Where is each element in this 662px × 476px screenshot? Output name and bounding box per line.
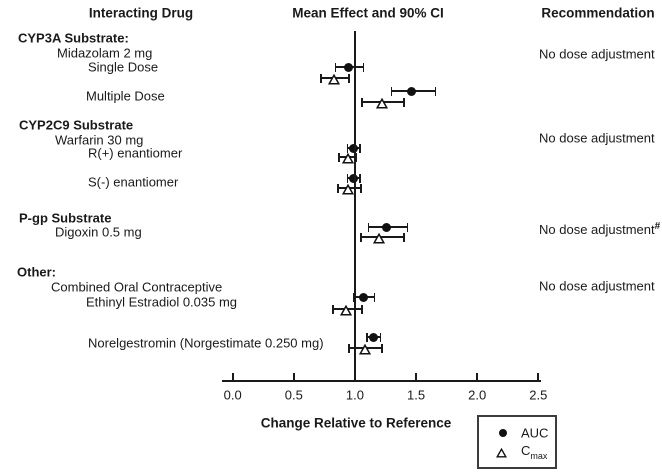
row-label: S(-) enantiomer (88, 174, 179, 190)
legend-item-auc: AUC (479, 424, 555, 442)
row-label: Norelgestromin (Norgestimate 0.250 mg) (88, 335, 324, 351)
cmax-triangle-icon (495, 447, 508, 458)
row-label: Warfarin 30 mg (55, 132, 144, 148)
x-axis-tick (353, 373, 356, 380)
row-label: Ethinyl Estradiol 0.035 mg (86, 294, 238, 310)
recommendation-text: No dose adjustment# (539, 220, 661, 238)
cmax-ci-cap-high (403, 97, 405, 107)
x-axis-tick-label: 2.0 (468, 387, 487, 403)
auc-point-marker (344, 62, 354, 72)
auc-ci-cap-low (346, 173, 349, 183)
column-header-mean-effect: Mean Effect and 90% CI (292, 5, 444, 21)
cmax-triangle-icon (341, 183, 354, 195)
cmax-triangle-icon (495, 445, 510, 459)
x-axis-tick-label: 0.0 (223, 387, 242, 403)
cmax-ci-cap-low (348, 343, 350, 353)
auc-ci-cap-high (406, 222, 409, 232)
row-label: R(+) enantiomer (88, 145, 183, 161)
x-axis-tick (415, 373, 418, 380)
cmax-ci-cap-high (381, 343, 383, 353)
cmax-triangle-icon (341, 152, 354, 164)
cmax-ci-cap-low (338, 152, 340, 162)
cmax-ci-cap-low (319, 73, 322, 83)
auc-ci-cap-high (362, 62, 365, 72)
legend-label: Cmax (521, 443, 548, 461)
x-axis-title: Change Relative to Reference (260, 415, 452, 431)
auc-ci-cap-high (379, 332, 382, 342)
auc-circle-icon (496, 426, 510, 440)
cmax-point-marker (340, 303, 353, 321)
auc-point-marker (406, 86, 416, 96)
auc-ci-cap-low (367, 222, 370, 232)
auc-ci-cap-high (359, 143, 361, 153)
recommendation-text: No dose adjustment (539, 46, 655, 62)
row-label: Combined Oral Contraceptive (51, 279, 223, 295)
cmax-point-marker (341, 151, 354, 169)
reference-line (354, 31, 356, 380)
cmax-ci-cap-high (361, 304, 364, 314)
auc-ci-cap-low (390, 86, 393, 96)
auc-ci-cap-high (373, 292, 376, 302)
x-axis-tick-label: 1.0 (345, 387, 364, 403)
auc-point-marker (358, 292, 368, 302)
auc-ci-cap-high (434, 86, 437, 96)
x-axis-tick (292, 373, 295, 380)
legend-item-cmax: Cmax (479, 443, 555, 461)
cmax-triangle-icon (340, 304, 353, 316)
cmax-ci-bar (361, 236, 404, 238)
cmax-triangle-icon (328, 73, 341, 85)
recommendation-text: No dose adjustment (539, 278, 655, 294)
cmax-ci-cap-high (355, 152, 357, 162)
column-header-recommendation: Recommendation (541, 5, 655, 21)
cmax-point-marker (358, 342, 371, 360)
cmax-triangle-icon (358, 343, 371, 355)
auc-point-marker (349, 143, 359, 153)
section-label: Other: (17, 264, 56, 280)
legend-box: AUC Cmax (477, 415, 557, 469)
cmax-point-marker (341, 182, 354, 200)
cmax-ci-cap-high (348, 73, 350, 83)
x-axis-tick-label: 0.5 (284, 387, 303, 403)
auc-point-marker (368, 332, 378, 342)
cmax-ci-cap-low (337, 183, 339, 193)
cmax-triangle-icon (373, 232, 386, 244)
x-axis-line (222, 380, 541, 382)
cmax-ci-cap-low (360, 232, 362, 242)
legend-label: AUC (521, 425, 549, 441)
auc-ci-cap-low (346, 143, 349, 153)
row-label: Multiple Dose (86, 88, 165, 104)
recommendation-text: No dose adjustment (539, 130, 655, 146)
filled-circle-glyph (499, 429, 507, 437)
x-axis-tick (537, 373, 540, 380)
auc-ci-cap-high (359, 173, 361, 183)
cmax-ci-cap-high (403, 232, 405, 242)
cmax-point-marker (328, 72, 341, 90)
section-label: CYP2C9 Substrate (19, 117, 134, 133)
cmax-point-marker (373, 231, 386, 249)
x-axis-tick (231, 373, 234, 380)
x-axis-tick-label: 1.5 (407, 387, 426, 403)
cmax-ci-cap-low (361, 97, 364, 107)
auc-point-marker (382, 222, 392, 232)
section-label: P-gp Substrate (19, 210, 112, 226)
auc-ci-cap-low (334, 62, 337, 72)
x-axis-tick (476, 373, 479, 380)
row-label: Single Dose (88, 59, 159, 75)
row-label: Digoxin 0.5 mg (55, 224, 142, 240)
auc-ci-cap-low (366, 332, 368, 342)
section-label: CYP3A Substrate: (18, 30, 129, 46)
auc-point-marker (349, 173, 359, 183)
auc-ci-cap-low (352, 292, 355, 302)
cmax-triangle-icon (375, 97, 388, 109)
row-label: Midazolam 2 mg (57, 45, 153, 61)
x-axis-tick-label: 2.5 (529, 387, 548, 403)
cmax-ci-cap-low (332, 304, 334, 314)
cmax-ci-cap-high (360, 183, 362, 193)
cmax-point-marker (375, 96, 388, 114)
column-header-interacting-drug: Interacting Drug (88, 5, 194, 21)
